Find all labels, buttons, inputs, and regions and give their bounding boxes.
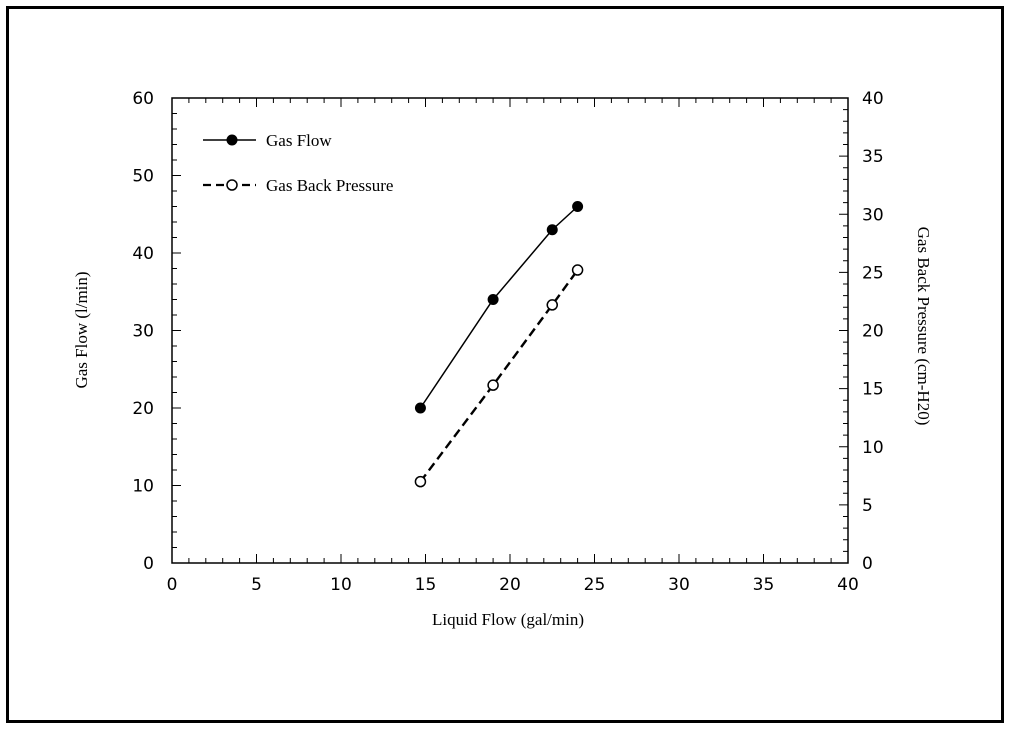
y-tick-label: 20 — [132, 399, 154, 419]
y2-tick-label: 25 — [862, 263, 884, 283]
y2-tick-label: 40 — [862, 89, 884, 109]
data-point-gas-flow — [487, 294, 499, 305]
data-point-gas-back-pressure — [571, 264, 584, 276]
data-point-gas-flow — [572, 201, 584, 212]
x-tick-label: 0 — [167, 575, 178, 595]
x-tick-label: 40 — [837, 575, 859, 595]
x-tick-label: 20 — [499, 575, 521, 595]
y2-tick-label: 35 — [862, 147, 884, 167]
y2-tick-label: 20 — [862, 322, 884, 342]
legend-gas-flow-label: Gas Flow — [266, 131, 332, 150]
y-tick-label: 0 — [143, 554, 154, 574]
y2-tick-label: 30 — [862, 205, 884, 225]
y2-tick-label: 15 — [862, 380, 884, 400]
y2-tick-label: 10 — [862, 438, 884, 458]
ticks-group — [171, 97, 849, 564]
data-point-gas-back-pressure — [487, 379, 499, 391]
y-tick-label: 10 — [132, 477, 154, 497]
x-tick-label: 5 — [251, 575, 262, 595]
legend-gas-back-pressure-label: Gas Back Pressure — [266, 176, 393, 195]
series-line-gas-flow — [419, 205, 579, 409]
y2-axis-title: Gas Back Pressure (cm-H20) — [914, 227, 933, 426]
axes-group — [171, 97, 849, 564]
x-tick-label: 10 — [330, 575, 352, 595]
y2-tick-label: 5 — [862, 496, 873, 516]
y-tick-label: 30 — [132, 322, 154, 342]
plot-frame — [171, 97, 849, 564]
legend-gas-back-pressure-marker — [226, 179, 238, 191]
y-tick-label: 40 — [132, 244, 154, 264]
series-line-gas-back-pressure — [419, 269, 579, 483]
data-point-gas-flow — [414, 402, 426, 414]
data-point-gas-back-pressure — [414, 475, 427, 488]
x-tick-label: 35 — [753, 575, 775, 595]
y-tick-label: 50 — [132, 167, 154, 187]
y2-tick-label: 0 — [862, 554, 873, 574]
tick-labels-group: 0 5 10 15 20 25 30 35 40010203040506005101520253… — [132, 89, 883, 595]
legend: Gas Flow Gas Back Pressure — [203, 131, 393, 195]
x-axis-title: Liquid Flow (gal/min) — [432, 610, 584, 629]
y-axis-title: Gas Flow (l/min) — [72, 271, 91, 388]
x-tick-label: 30 — [668, 575, 690, 595]
legend-gas-flow-marker — [226, 134, 238, 146]
data-point-gas-back-pressure — [546, 299, 558, 311]
x-tick-label: 25 — [584, 575, 606, 595]
y-tick-label: 60 — [132, 89, 154, 109]
series-group — [414, 201, 584, 488]
data-point-gas-flow — [546, 224, 558, 236]
x-tick-label: 15 — [415, 575, 437, 595]
